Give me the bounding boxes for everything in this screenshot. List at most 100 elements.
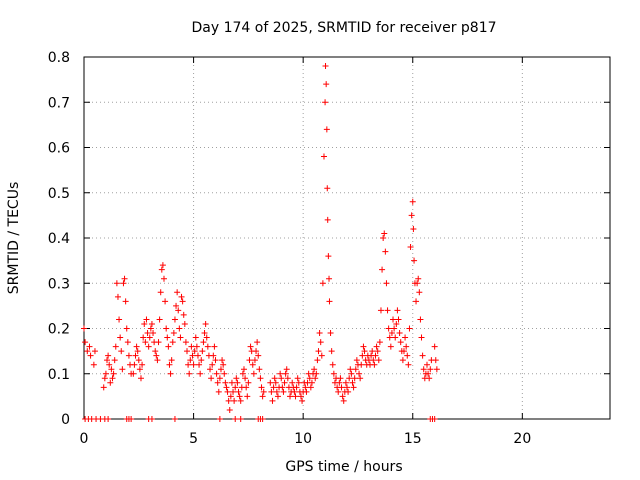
y-tick-label: 0.8 bbox=[48, 50, 70, 66]
data-point bbox=[388, 330, 395, 337]
data-point bbox=[211, 343, 218, 350]
data-point bbox=[111, 357, 118, 364]
data-point bbox=[187, 357, 194, 364]
data-point bbox=[208, 375, 215, 382]
data-point bbox=[254, 339, 261, 346]
data-point bbox=[136, 366, 143, 373]
data-point bbox=[175, 307, 182, 314]
data-point bbox=[379, 266, 386, 273]
data-point bbox=[169, 339, 176, 346]
data-point bbox=[173, 302, 180, 309]
data-point bbox=[294, 375, 301, 382]
data-point bbox=[369, 348, 376, 355]
data-point bbox=[84, 348, 91, 355]
data-point bbox=[202, 320, 209, 327]
data-point bbox=[336, 379, 343, 386]
data-point bbox=[193, 343, 200, 350]
data-point bbox=[105, 352, 112, 359]
data-point bbox=[272, 379, 279, 386]
data-point bbox=[349, 379, 356, 386]
y-tick-label: 0.2 bbox=[48, 322, 70, 338]
data-point bbox=[141, 320, 148, 327]
data-point bbox=[163, 325, 170, 332]
data-point bbox=[404, 352, 411, 359]
data-point bbox=[416, 289, 423, 296]
data-point bbox=[166, 361, 173, 368]
data-point bbox=[249, 361, 256, 368]
data-point bbox=[179, 298, 186, 305]
data-point bbox=[242, 375, 249, 382]
data-point bbox=[289, 379, 296, 386]
data-point bbox=[82, 339, 89, 346]
data-point bbox=[410, 225, 417, 232]
data-point bbox=[325, 253, 332, 260]
data-point bbox=[414, 280, 421, 287]
x-axis-label: GPS time / hours bbox=[285, 459, 402, 475]
data-point bbox=[372, 352, 379, 359]
data-point bbox=[302, 384, 309, 391]
data-point bbox=[420, 366, 427, 373]
data-point bbox=[271, 375, 278, 382]
data-point bbox=[217, 366, 224, 373]
data-point bbox=[174, 289, 181, 296]
data-point bbox=[361, 348, 368, 355]
data-point bbox=[191, 348, 198, 355]
data-point bbox=[418, 334, 425, 341]
data-point bbox=[413, 298, 420, 305]
data-point bbox=[245, 379, 252, 386]
data-point bbox=[181, 320, 188, 327]
data-point bbox=[432, 357, 439, 364]
data-point bbox=[130, 370, 137, 377]
data-point bbox=[255, 352, 262, 359]
data-point bbox=[177, 334, 184, 341]
data-point bbox=[353, 357, 360, 364]
data-point bbox=[147, 325, 154, 332]
data-point bbox=[335, 388, 342, 395]
data-point bbox=[159, 262, 166, 269]
data-point bbox=[283, 366, 290, 373]
data-point bbox=[110, 370, 117, 377]
data-point bbox=[384, 307, 391, 314]
data-point bbox=[216, 416, 223, 422]
data-points bbox=[81, 63, 440, 422]
data-point bbox=[415, 275, 422, 282]
data-point bbox=[419, 352, 426, 359]
chart-title: Day 174 of 2025, SRMTID for receiver p81… bbox=[191, 20, 496, 36]
data-point bbox=[328, 348, 335, 355]
data-point bbox=[117, 334, 124, 341]
data-point bbox=[107, 379, 114, 386]
data-point bbox=[411, 257, 418, 264]
data-point bbox=[251, 357, 258, 364]
data-point bbox=[306, 375, 313, 382]
data-point bbox=[132, 352, 139, 359]
data-point bbox=[125, 352, 132, 359]
data-point bbox=[209, 361, 216, 368]
y-axis-tick-labels: 0 0.1 0.2 0.3 0.4 0.5 0.6 0.7 0.8 bbox=[48, 50, 70, 428]
data-point bbox=[90, 361, 97, 368]
data-point bbox=[382, 248, 389, 255]
data-point bbox=[168, 357, 175, 364]
data-point bbox=[394, 307, 401, 314]
data-point bbox=[171, 316, 178, 323]
data-point bbox=[219, 357, 226, 364]
data-point bbox=[259, 416, 266, 422]
data-point bbox=[376, 339, 383, 346]
data-point bbox=[390, 316, 397, 323]
data-point bbox=[112, 343, 119, 350]
data-point bbox=[400, 348, 407, 355]
data-point bbox=[314, 357, 321, 364]
data-point bbox=[340, 397, 347, 404]
data-point bbox=[214, 379, 221, 386]
data-point bbox=[339, 393, 346, 400]
data-point bbox=[186, 370, 193, 377]
data-point bbox=[203, 334, 210, 341]
data-point bbox=[337, 375, 344, 382]
data-point bbox=[105, 416, 112, 422]
data-point bbox=[315, 348, 322, 355]
data-point bbox=[392, 334, 399, 341]
data-point bbox=[370, 357, 377, 364]
data-point bbox=[164, 334, 171, 341]
data-point bbox=[148, 416, 155, 422]
data-point bbox=[213, 370, 220, 377]
data-point bbox=[347, 366, 354, 373]
